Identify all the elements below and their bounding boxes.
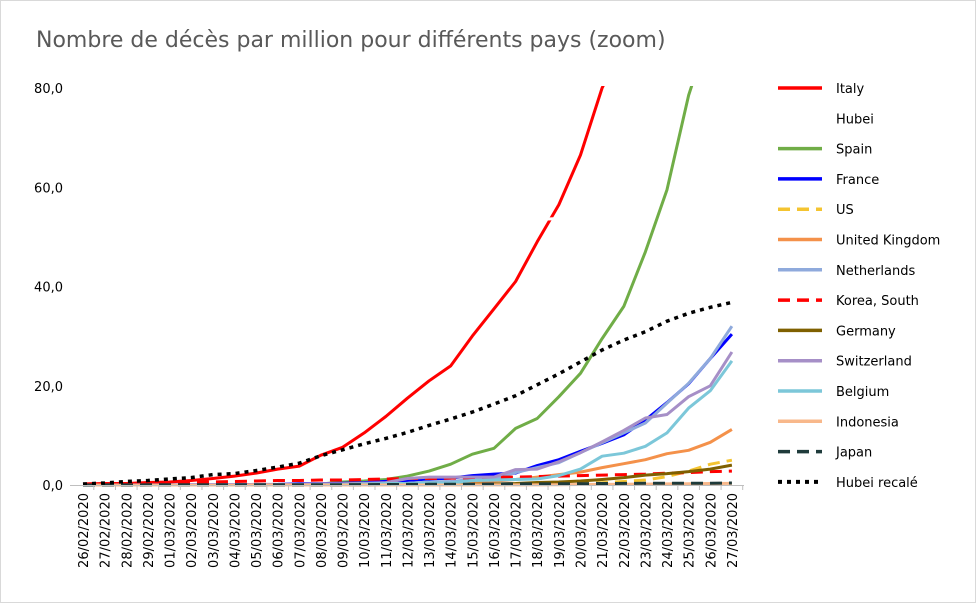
x-tick-label: 28/02/2020 — [120, 493, 135, 568]
x-tick-label: 29/02/2020 — [142, 493, 157, 568]
x-tick-label: 05/03/2020 — [250, 493, 265, 568]
x-tick-label: 15/03/2020 — [466, 493, 481, 568]
legend-label: Indonesia — [836, 415, 899, 430]
series-line — [82, 212, 732, 264]
legend-label: United Kingdom — [836, 234, 940, 249]
x-tick-label: 01/03/2020 — [164, 493, 179, 568]
legend-label: Korea, South — [836, 294, 919, 309]
x-tick-label: 12/03/2020 — [401, 493, 416, 568]
x-tick-label: 03/03/2020 — [207, 493, 222, 568]
x-tick-label: 07/03/2020 — [293, 493, 308, 568]
x-tick-label: 17/03/2020 — [510, 493, 525, 568]
legend-label: Switzerland — [836, 355, 912, 370]
x-tick-label: 16/03/2020 — [488, 493, 503, 568]
x-tick-label: 13/03/2020 — [423, 493, 438, 568]
series-line — [82, 86, 605, 486]
x-tick-label: 22/03/2020 — [618, 493, 633, 568]
x-tick-label: 23/03/2020 — [639, 493, 654, 568]
legend-label: Belgium — [836, 385, 889, 400]
legend-label: US — [836, 203, 854, 218]
x-tick-label: 06/03/2020 — [272, 493, 287, 568]
x-tick-label: 08/03/2020 — [315, 493, 330, 568]
x-tick-label: 18/03/2020 — [531, 493, 546, 568]
y-tick-label: 80,0 — [34, 82, 63, 97]
legend-label: Hubei recalé — [836, 476, 918, 491]
y-tick-label: 60,0 — [34, 181, 63, 196]
x-tick-label: 10/03/2020 — [358, 493, 373, 568]
legend-label: Germany — [836, 324, 896, 339]
x-tick-label: 02/03/2020 — [185, 493, 200, 568]
x-tick-label: 20/03/2020 — [574, 493, 589, 568]
x-tick-label: 25/03/2020 — [683, 493, 698, 568]
x-tick-label: 21/03/2020 — [596, 493, 611, 568]
y-tick-label: 0,0 — [42, 479, 63, 494]
y-tick-label: 20,0 — [34, 380, 63, 395]
x-tick-label: 09/03/2020 — [337, 493, 352, 568]
x-tick-label: 24/03/2020 — [661, 493, 676, 568]
x-tick-label: 14/03/2020 — [445, 493, 460, 568]
x-tick-label: 27/03/2020 — [726, 493, 741, 568]
series-line — [82, 481, 732, 487]
chart-title: Nombre de décès par million pour différe… — [36, 28, 666, 53]
x-tick-label: 11/03/2020 — [380, 493, 395, 568]
legend-label: Hubei — [836, 112, 874, 127]
y-tick-label: 40,0 — [34, 281, 63, 296]
x-tick-label: 26/02/2020 — [77, 493, 92, 568]
legend-label: France — [836, 173, 879, 188]
x-tick-label: 19/03/2020 — [553, 493, 568, 568]
legend-label: Japan — [835, 446, 872, 461]
series-line — [82, 300, 733, 486]
legend-label: Spain — [836, 143, 872, 158]
legend-label: Netherlands — [836, 264, 915, 279]
legend-label: Italy — [836, 82, 865, 97]
x-tick-label: 04/03/2020 — [228, 493, 243, 568]
x-tick-label: 26/03/2020 — [704, 493, 719, 568]
x-tick-label: 27/02/2020 — [99, 493, 114, 568]
